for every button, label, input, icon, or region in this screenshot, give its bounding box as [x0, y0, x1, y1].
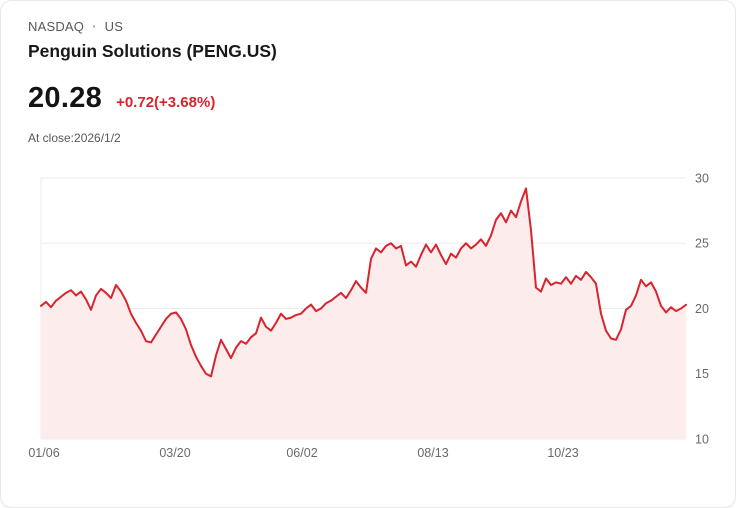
price-line [40, 187, 687, 378]
y-axis-label: 25 [695, 237, 709, 251]
price-row: 20.28 +0.72(+3.68%) [28, 82, 708, 115]
stock-title: Penguin Solutions (PENG.US) [28, 41, 277, 61]
region-label: US [104, 19, 124, 34]
exchange-label: NASDAQ [28, 19, 85, 34]
x-axis-label: 03/20 [159, 446, 190, 460]
price-change: +0.72(+3.68%) [116, 94, 216, 111]
price-area [41, 188, 686, 439]
y-axis-label: 15 [695, 367, 709, 381]
y-axis-label: 10 [695, 432, 709, 446]
separator-dot: · [92, 19, 97, 34]
price-chart[interactable]: 10 15 20 25 30 01/06 03/20 06/02 08/13 10/23 [1, 159, 736, 471]
x-axis-label: 08/13 [417, 446, 448, 460]
x-axis-label: 10/23 [547, 446, 578, 460]
y-axis-label: 30 [695, 171, 709, 185]
close-note: At close:2026/1/2 [28, 131, 121, 145]
x-axis-label: 01/06 [28, 446, 59, 460]
card-header: NASDAQ · US Penguin Solutions (PENG.US) … [1, 1, 735, 145]
current-price: 20.28 [28, 82, 103, 114]
exchange-row: NASDAQ · US [28, 19, 708, 34]
x-axis-label: 06/02 [286, 446, 317, 460]
y-axis-label: 20 [695, 302, 709, 316]
